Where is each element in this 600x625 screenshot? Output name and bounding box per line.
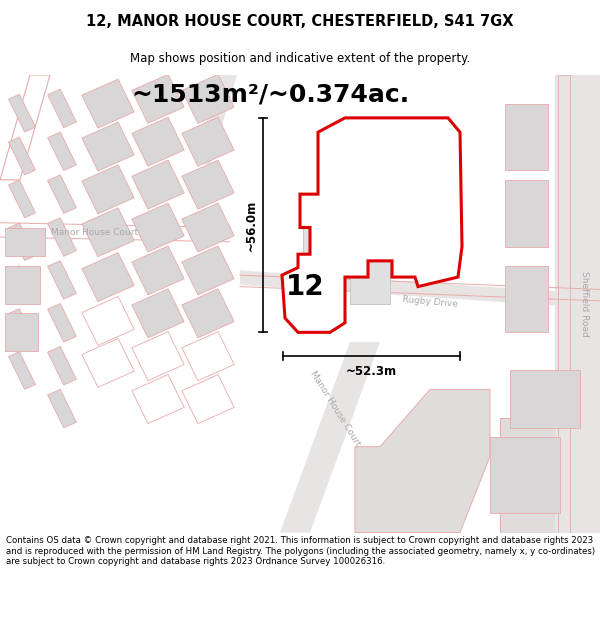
Polygon shape <box>5 266 40 304</box>
Text: ~52.3m: ~52.3m <box>346 365 397 378</box>
Polygon shape <box>47 89 76 127</box>
Polygon shape <box>132 160 184 209</box>
Polygon shape <box>182 74 234 123</box>
Polygon shape <box>182 203 234 252</box>
Polygon shape <box>505 104 548 170</box>
Text: Map shows position and indicative extent of the property.: Map shows position and indicative extent… <box>130 52 470 65</box>
Text: Manor House Court: Manor House Court <box>308 369 362 448</box>
Polygon shape <box>8 352 35 389</box>
Polygon shape <box>8 266 35 304</box>
Polygon shape <box>132 118 184 166</box>
Text: Rugby Drive: Rugby Drive <box>402 295 458 309</box>
Text: Contains OS data © Crown copyright and database right 2021. This information is : Contains OS data © Crown copyright and d… <box>6 536 595 566</box>
Polygon shape <box>8 137 35 175</box>
Polygon shape <box>132 203 184 252</box>
Polygon shape <box>47 175 76 213</box>
Polygon shape <box>47 389 76 428</box>
Polygon shape <box>47 132 76 171</box>
Polygon shape <box>5 313 38 351</box>
Polygon shape <box>47 304 76 342</box>
Polygon shape <box>182 246 234 295</box>
Text: Sheffield Road: Sheffield Road <box>581 271 589 337</box>
Polygon shape <box>47 346 76 385</box>
Polygon shape <box>355 389 490 532</box>
Polygon shape <box>195 75 237 166</box>
Polygon shape <box>47 217 76 256</box>
Polygon shape <box>282 118 462 332</box>
Polygon shape <box>8 94 35 132</box>
Polygon shape <box>132 289 184 338</box>
Polygon shape <box>132 246 184 295</box>
Polygon shape <box>82 253 134 301</box>
Polygon shape <box>182 118 234 166</box>
Polygon shape <box>505 266 548 332</box>
Polygon shape <box>47 261 76 299</box>
Polygon shape <box>182 160 234 209</box>
Polygon shape <box>5 228 45 256</box>
Polygon shape <box>505 180 548 246</box>
Polygon shape <box>360 132 440 209</box>
Polygon shape <box>555 75 600 532</box>
Polygon shape <box>303 204 345 266</box>
Polygon shape <box>132 74 184 123</box>
Polygon shape <box>510 371 580 428</box>
Polygon shape <box>352 132 358 209</box>
Text: 12: 12 <box>286 272 325 301</box>
Polygon shape <box>82 122 134 171</box>
Text: ~1513m²/~0.374ac.: ~1513m²/~0.374ac. <box>131 82 409 106</box>
Polygon shape <box>490 438 560 514</box>
Polygon shape <box>500 418 600 532</box>
Polygon shape <box>240 271 600 309</box>
Polygon shape <box>8 180 35 218</box>
Text: ~56.0m: ~56.0m <box>245 199 257 251</box>
Text: Manor House Court: Manor House Court <box>52 228 139 237</box>
Polygon shape <box>280 342 380 532</box>
Polygon shape <box>8 309 35 346</box>
Polygon shape <box>182 289 234 338</box>
Polygon shape <box>448 161 458 246</box>
Polygon shape <box>350 261 390 304</box>
Text: 12, MANOR HOUSE COURT, CHESTERFIELD, S41 7GX: 12, MANOR HOUSE COURT, CHESTERFIELD, S41… <box>86 14 514 29</box>
Polygon shape <box>82 79 134 128</box>
Polygon shape <box>8 223 35 261</box>
Polygon shape <box>82 165 134 214</box>
Polygon shape <box>82 208 134 257</box>
